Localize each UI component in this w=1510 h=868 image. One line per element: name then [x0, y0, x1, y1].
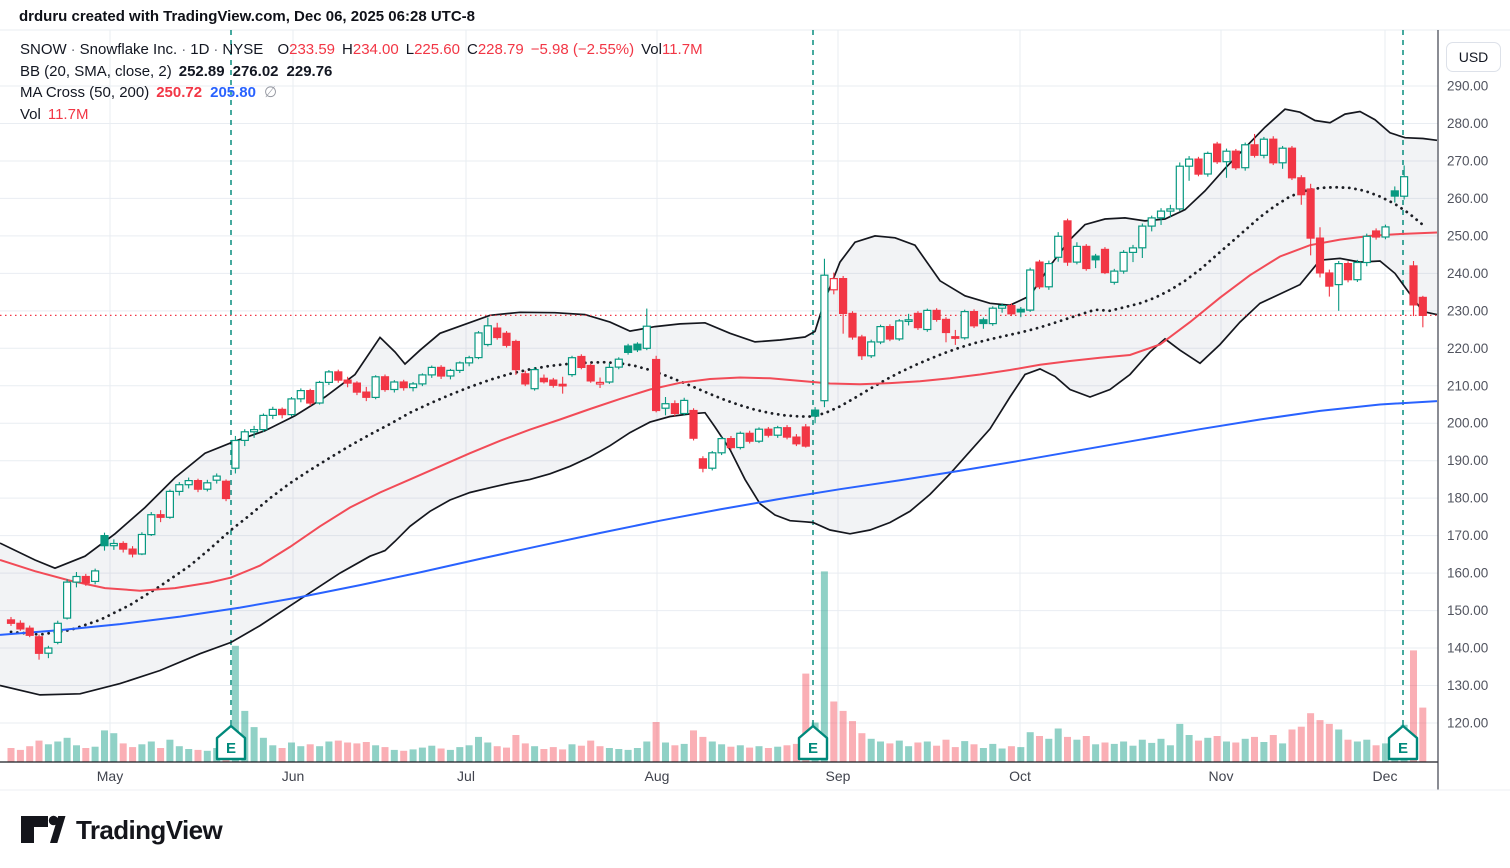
volume-label: Vol	[641, 41, 662, 58]
volume-value: 11.7M	[661, 41, 703, 58]
svg-text:280.00: 280.00	[1447, 116, 1488, 131]
high-value: 234.00	[352, 41, 399, 58]
svg-text:290.00: 290.00	[1447, 79, 1488, 94]
svg-text:160.00: 160.00	[1447, 566, 1488, 581]
svg-text:270.00: 270.00	[1447, 153, 1488, 168]
svg-text:Jun: Jun	[282, 768, 305, 784]
ma50-value: 250.72	[156, 84, 203, 101]
legend-macross-row[interactable]: MA Cross (50, 200) 250.72 205.80 ∅	[20, 82, 703, 104]
open-value: 233.59	[289, 41, 336, 58]
svg-text:Nov: Nov	[1209, 768, 1234, 784]
legend-volume-row[interactable]: Vol 11.7M	[20, 104, 703, 126]
volume-indicator-value: 11.7M	[47, 105, 89, 123]
svg-text:Jul: Jul	[457, 768, 475, 784]
tradingview-logo-icon	[21, 815, 66, 843]
volume-indicator-label[interactable]: Vol	[20, 105, 41, 123]
earnings-marker[interactable]: E	[1387, 724, 1419, 761]
earnings-marker[interactable]: E	[215, 724, 247, 761]
bb-basis-dotted-line	[9, 185, 1425, 637]
bb-indicator-label[interactable]: BB (20, SMA, close, 2)	[20, 62, 172, 80]
svg-text:250.00: 250.00	[1447, 228, 1488, 243]
svg-text:140.00: 140.00	[1447, 641, 1488, 656]
bb-upper-value: 276.02	[232, 62, 279, 80]
svg-text:Sep: Sep	[826, 768, 851, 784]
svg-text:210.00: 210.00	[1447, 378, 1488, 393]
svg-text:120.00: 120.00	[1447, 715, 1488, 730]
bb-basis-value: 252.89	[178, 62, 225, 80]
interval[interactable]: 1D	[190, 41, 210, 58]
svg-text:Oct: Oct	[1009, 768, 1031, 784]
open-label: O	[277, 41, 290, 58]
high-label: H	[342, 41, 353, 58]
low-label: L	[405, 41, 415, 58]
price-axis-labels[interactable]: 290.00 280.00 270.00 260.00 250.00 240.00 230.…	[1447, 79, 1488, 731]
legend-bb-row[interactable]: BB (20, SMA, close, 2) 252.89 276.02 229.76	[20, 61, 703, 83]
tradingview-wordmark: TradingView	[76, 814, 223, 845]
ma50-line	[0, 231, 1438, 592]
chart-area[interactable]: E E E 290.00 280.00 270.00 260.00 250.00 240.00 2…	[0, 0, 1510, 805]
exchange: NYSE	[222, 41, 264, 58]
svg-text:220.00: 220.00	[1447, 341, 1488, 356]
ma200-value: 205.80	[210, 84, 256, 101]
bb-lower-value: 229.76	[286, 62, 333, 80]
volume-bars	[7, 571, 1427, 763]
null-set-icon: ∅	[264, 84, 278, 101]
earnings-marker[interactable]: E	[797, 724, 829, 761]
svg-text:May: May	[97, 768, 123, 784]
svg-text:200.00: 200.00	[1447, 416, 1488, 431]
currency-button[interactable]: USD	[1446, 42, 1501, 72]
tradingview-logo[interactable]: TradingView	[20, 813, 223, 847]
svg-text:240.00: 240.00	[1447, 266, 1488, 281]
svg-text:E: E	[1398, 740, 1408, 757]
close-value: 228.79	[477, 41, 524, 58]
svg-text:170.00: 170.00	[1447, 528, 1488, 543]
grid	[0, 29, 1510, 762]
legend-symbol-row[interactable]: SNOW · Snowflake Inc. · 1D · NYSE O233.59 H234.…	[20, 41, 703, 58]
page-title: drduru created with TradingView.com, Dec…	[19, 8, 475, 25]
close-label: C	[466, 41, 478, 58]
svg-text:Dec: Dec	[1373, 768, 1398, 784]
time-axis-labels[interactable]: May Jun Jul Aug Sep Oct Nov Dec	[97, 768, 1398, 784]
svg-text:230.00: 230.00	[1447, 303, 1488, 318]
svg-text:Aug: Aug	[645, 768, 670, 784]
svg-text:150.00: 150.00	[1447, 603, 1488, 618]
price-chart-svg[interactable]: E E E290.00280.00270.00260.00250.00240.002…	[0, 0, 1510, 800]
chart-legend: SNOW · Snowflake Inc. · 1D · NYSE O233.59 H234.…	[20, 39, 703, 125]
earnings-lines	[230, 30, 1404, 757]
svg-text:180.00: 180.00	[1447, 491, 1488, 506]
change-value: −5.98 (−2.55%)	[530, 41, 635, 58]
ma200-line	[0, 400, 1438, 636]
symbol-ticker[interactable]: SNOW	[20, 41, 67, 58]
bb-lower-line	[0, 257, 1438, 696]
svg-text:E: E	[226, 740, 236, 757]
symbol-name: Snowflake Inc.	[79, 41, 178, 58]
svg-text:E: E	[808, 740, 818, 757]
svg-text:130.00: 130.00	[1447, 678, 1488, 693]
candles	[6, 133, 1427, 660]
low-value: 225.60	[414, 41, 460, 58]
svg-text:260.00: 260.00	[1447, 191, 1488, 206]
svg-text:190.00: 190.00	[1447, 453, 1488, 468]
macross-indicator-label[interactable]: MA Cross (50, 200)	[20, 84, 150, 101]
